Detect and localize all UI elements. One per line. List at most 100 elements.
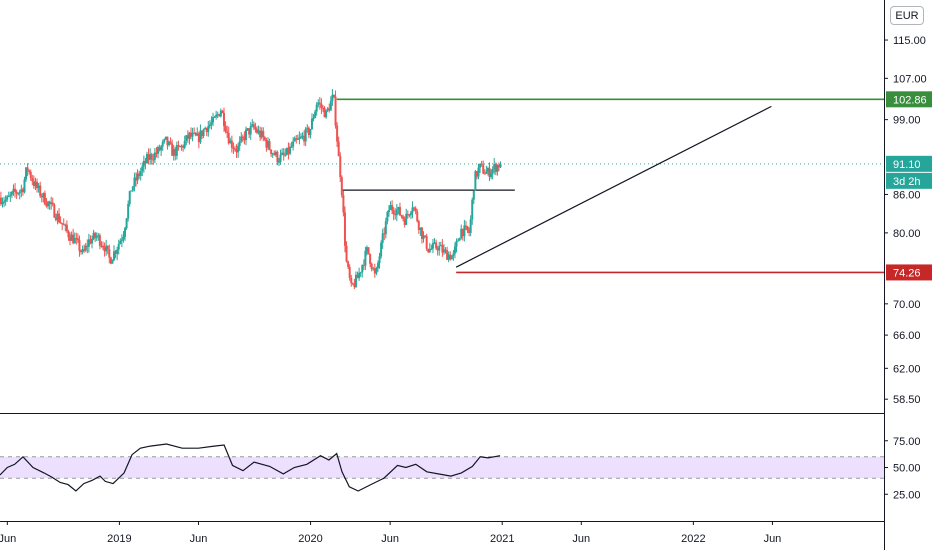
candle-body <box>331 94 334 102</box>
price-pane[interactable] <box>0 89 884 290</box>
time-axis[interactable]: Jun 2019 Jun 2020 Jun 2021 Jun 2022 Jun <box>0 521 781 545</box>
candle-body <box>447 254 450 260</box>
candle-body <box>259 130 262 138</box>
candle-body <box>36 181 39 189</box>
price-tick-label: 115.00 <box>893 35 926 47</box>
candle-body <box>251 124 254 127</box>
candle-body <box>303 135 306 142</box>
candle-body <box>136 173 139 181</box>
candle-body <box>271 153 274 155</box>
candle-body <box>221 110 224 113</box>
resistance-price-tag: 102.86 <box>886 91 932 108</box>
candle-body <box>320 103 323 108</box>
candle-body <box>32 181 35 186</box>
candle-body <box>472 190 475 200</box>
candle-body <box>39 185 42 196</box>
candle-body <box>28 170 31 172</box>
candle-body <box>416 211 419 222</box>
rsi-line <box>0 443 501 492</box>
candle-body <box>292 141 295 147</box>
candle-body <box>232 147 235 149</box>
candle-body <box>113 251 116 260</box>
candle-body <box>282 152 285 155</box>
candle-body <box>224 126 227 132</box>
trend-line[interactable] <box>455 105 772 268</box>
candle-body <box>424 235 427 237</box>
candle-body <box>163 139 166 142</box>
candle-body <box>205 127 208 133</box>
candle-body <box>105 245 108 252</box>
candle-body <box>246 128 249 130</box>
rsi-axis[interactable]: 75.00 50.00 25.00 <box>884 436 921 502</box>
candle-body <box>375 267 378 274</box>
candle-body <box>469 219 472 233</box>
candle-body <box>414 208 417 212</box>
candle-body <box>186 135 189 139</box>
price-tick-label: 107.00 <box>893 73 927 85</box>
candle-body <box>483 173 486 175</box>
candle-body <box>188 132 191 139</box>
candle-body <box>452 253 455 256</box>
candle-body <box>339 156 342 178</box>
rsi-pane[interactable] <box>0 443 884 492</box>
candle-body <box>309 129 312 135</box>
price-axis[interactable]: 115.00 107.00 99.00 86.00 80.00 70.00 66.00 62.… <box>884 35 927 406</box>
candle-body <box>497 164 500 168</box>
time-tick-label: Jun <box>381 533 399 545</box>
candle-body <box>411 207 414 213</box>
candle-body <box>42 193 45 198</box>
candle-body <box>237 145 240 153</box>
candle-body <box>210 122 213 125</box>
candle-body <box>141 166 144 172</box>
candle-body <box>353 284 356 288</box>
candle-body <box>310 118 313 130</box>
candle-body <box>279 154 282 162</box>
candle-body <box>494 164 497 172</box>
candle-body <box>370 263 373 270</box>
candle-body <box>359 272 362 274</box>
candle-body <box>457 240 460 242</box>
candle-body <box>211 117 214 123</box>
candles-group <box>0 89 502 290</box>
candle-body <box>474 171 477 191</box>
price-tags: 102.86 74.26 91.10 3d 2h <box>886 91 932 281</box>
candle-body <box>168 141 171 146</box>
candle-body <box>493 164 496 169</box>
candle-body <box>397 207 400 210</box>
candle-body <box>268 141 271 150</box>
candle-body <box>241 136 244 138</box>
currency-button[interactable]: EUR <box>890 6 924 25</box>
candle-body <box>233 148 236 150</box>
candle-body <box>69 237 72 241</box>
candle-body <box>244 129 247 141</box>
candle-body <box>351 283 354 285</box>
candle-body <box>18 191 21 194</box>
price-tick-label: 62.00 <box>893 363 921 375</box>
candle-body <box>106 245 109 250</box>
candle-body <box>227 132 230 144</box>
candle-body <box>430 248 433 250</box>
candle-body <box>160 146 163 151</box>
rsi-band <box>0 456 884 479</box>
candle-body <box>81 249 84 253</box>
candle-body <box>169 141 172 144</box>
candle-body <box>281 152 284 155</box>
last-price-tag: 91.10 <box>886 155 932 172</box>
candle-body <box>439 245 442 247</box>
candle-body <box>381 233 384 243</box>
candle-body <box>395 209 398 216</box>
candle-body <box>23 179 26 193</box>
candle-body <box>196 133 199 136</box>
candle-body <box>365 247 368 252</box>
candle-body <box>380 242 383 257</box>
candle-body <box>147 154 150 160</box>
candle-body <box>208 124 211 127</box>
candle-body <box>378 256 381 264</box>
candle-body <box>125 218 128 229</box>
candle-body <box>265 139 268 148</box>
candle-body <box>252 124 255 128</box>
candle-body <box>100 245 103 247</box>
candle-body <box>166 136 169 146</box>
candle-body <box>89 239 92 244</box>
